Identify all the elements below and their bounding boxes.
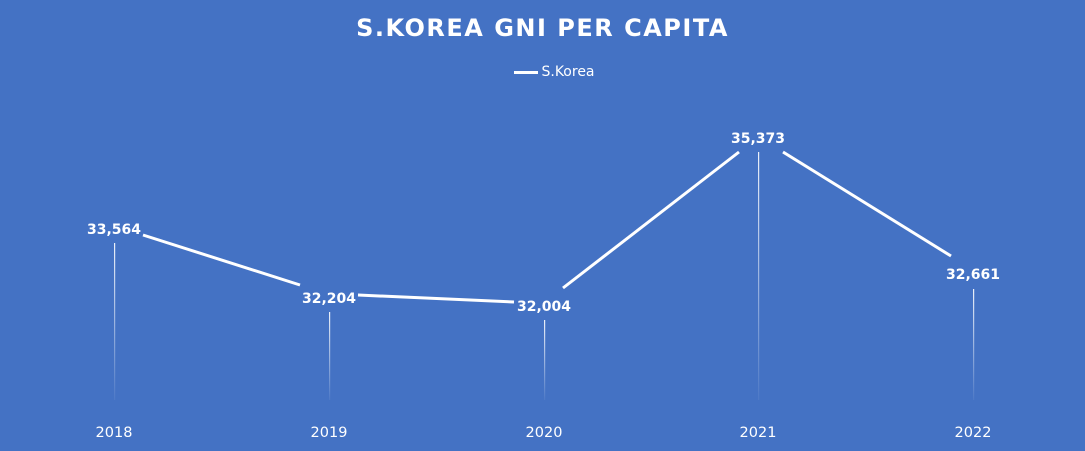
data-label-2020: 32,004: [517, 299, 571, 315]
x-axis: 2018 2019 2020 2021 2022: [96, 425, 992, 441]
x-tick-2020: 2020: [526, 425, 563, 441]
data-label-2018: 33,564: [87, 222, 141, 238]
x-tick-2019: 2019: [311, 425, 348, 441]
data-label-2022: 32,661: [946, 267, 1000, 283]
chart-title: S.KOREA GNI PER CAPITA: [356, 14, 729, 42]
x-tick-2022: 2022: [955, 425, 992, 441]
legend: S.Korea: [0, 64, 1085, 80]
drop-line-2018: [114, 243, 116, 400]
drop-line-2019: [329, 312, 331, 400]
x-tick-2018: 2018: [96, 425, 133, 441]
drop-line-2020: [544, 320, 546, 400]
series-line-s-korea: [142, 150, 952, 304]
data-label-2021: 35,373: [731, 131, 785, 147]
legend-label: S.Korea: [541, 64, 595, 80]
drop-line-2021: [758, 152, 760, 400]
data-label-2019: 32,204: [302, 291, 356, 307]
drop-lines: [114, 152, 975, 400]
drop-line-2022: [973, 289, 975, 400]
data-labels: 33,564 32,204 32,004 35,373 32,661: [87, 131, 1000, 315]
x-tick-2021: 2021: [740, 425, 777, 441]
legend-line-swatch-icon: [514, 70, 539, 74]
